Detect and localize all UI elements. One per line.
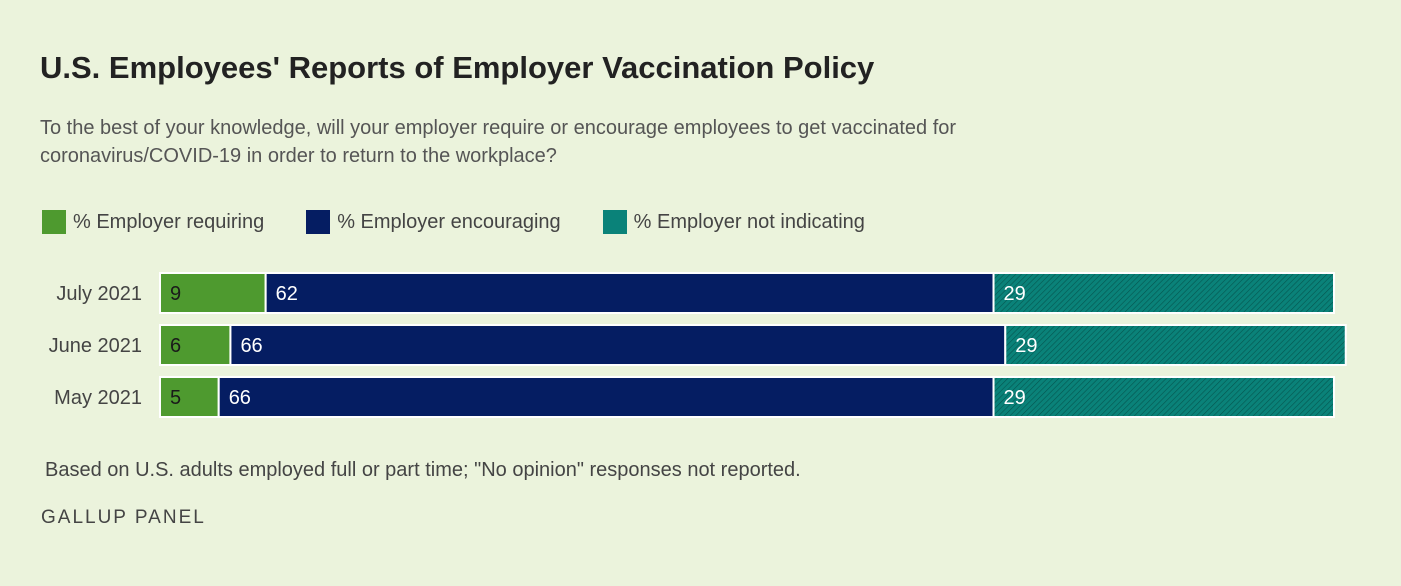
chart-footnote: Based on U.S. adults employed full or pa… bbox=[45, 459, 801, 481]
legend-swatch-encouraging bbox=[306, 210, 331, 234]
data-label-requiring-june-2021: 6 bbox=[170, 335, 181, 357]
bar-encouraging-june-2021 bbox=[229, 324, 1007, 366]
legend-item-requiring: % Employer requiring bbox=[42, 210, 264, 234]
chart-source: GALLUP PANEL bbox=[41, 507, 206, 528]
category-label-july-2021: July 2021 bbox=[56, 283, 142, 305]
bar-encouraging-july-2021 bbox=[264, 272, 995, 314]
bar-not-indicating-july-2021 bbox=[992, 272, 1335, 314]
chart-legend: % Employer requiring % Employer encourag… bbox=[42, 208, 907, 236]
legend-swatch-not-indicating bbox=[602, 210, 627, 234]
data-label-encouraging-june-2021: 66 bbox=[240, 335, 262, 357]
chart-subtitle: To the best of your knowledge, will your… bbox=[40, 117, 957, 167]
bar-not-indicating-may-2021 bbox=[992, 376, 1335, 418]
bar-requiring-june-2021 bbox=[159, 324, 232, 366]
legend-label-encouraging: % Employer encouraging bbox=[337, 210, 561, 233]
category-label-may-2021: May 2021 bbox=[54, 387, 142, 409]
category-label-june-2021: June 2021 bbox=[49, 335, 142, 357]
chart-title: U.S. Employees' Reports of Employer Vacc… bbox=[40, 50, 875, 85]
data-label-encouraging-july-2021: 62 bbox=[276, 283, 298, 305]
bar-requiring-july-2021 bbox=[159, 272, 267, 314]
data-label-not-indicating-may-2021: 29 bbox=[1004, 387, 1026, 409]
data-label-not-indicating-june-2021: 29 bbox=[1015, 335, 1037, 357]
legend-item-encouraging: % Employer encouraging bbox=[306, 210, 561, 234]
bar-requiring-may-2021 bbox=[159, 376, 220, 418]
legend-swatch-requiring bbox=[42, 210, 66, 234]
legend-label-requiring: % Employer requiring bbox=[73, 210, 265, 233]
bar-encouraging-may-2021 bbox=[217, 376, 995, 418]
legend-label-not-indicating: % Employer not indicating bbox=[633, 210, 865, 233]
data-label-requiring-may-2021: 5 bbox=[170, 387, 181, 409]
data-label-requiring-july-2021: 9 bbox=[170, 283, 181, 305]
data-label-not-indicating-july-2021: 29 bbox=[1004, 283, 1026, 305]
bar-not-indicating-june-2021 bbox=[1004, 324, 1347, 366]
legend-item-not-indicating: % Employer not indicating bbox=[602, 210, 865, 234]
data-label-encouraging-may-2021: 66 bbox=[229, 387, 251, 409]
